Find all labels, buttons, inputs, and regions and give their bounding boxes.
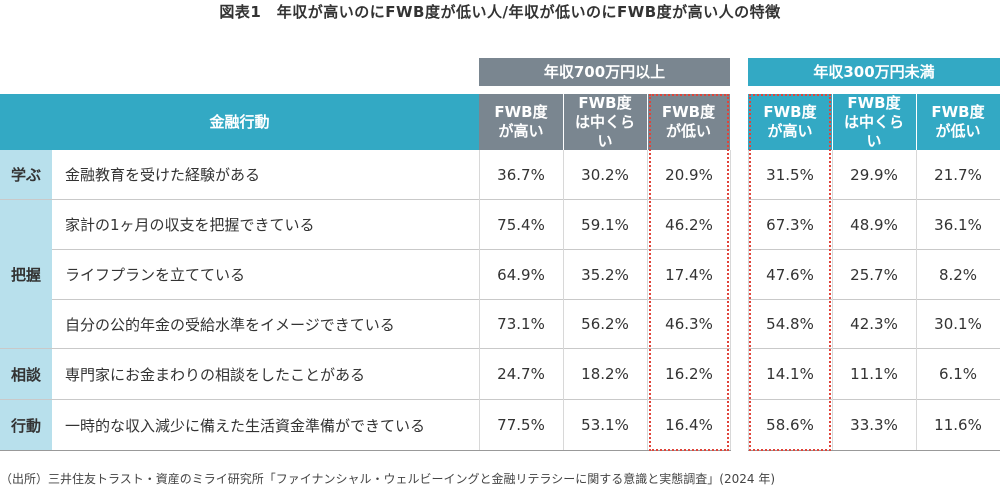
figure-title: 図表1 年収が高いのにFWB度が低い人/年収が低いのにFWB度が高い人の特徴 — [219, 3, 781, 21]
value-cell: 11.6% — [934, 416, 982, 434]
value-cell: 18.2% — [581, 365, 629, 383]
value-cell: 42.3% — [850, 315, 898, 333]
category-grasp: 把握 — [0, 200, 52, 348]
category-learn: 学ぶ — [0, 150, 52, 199]
column-divider — [647, 150, 648, 450]
header-divider — [832, 94, 833, 150]
value-cell: 30.2% — [581, 165, 629, 184]
column-divider — [832, 150, 833, 450]
header-high-fwb-high: FWB度が高い — [479, 94, 563, 150]
source-note: （出所）三井住友トラスト・資産のミライ研究所「ファイナンシャル・ウェルビーイング… — [0, 472, 776, 486]
value-cell: 73.1% — [497, 315, 545, 333]
value-cell: 25.7% — [850, 265, 898, 284]
row-label: 家計の1ヶ月の収支を把握できている — [65, 216, 315, 234]
value-cell: 11.1% — [850, 365, 898, 383]
header-label: FWB度は中くらい — [843, 93, 904, 150]
value-cell: 16.2% — [665, 365, 713, 383]
header-gap — [730, 94, 748, 150]
value-cell: 48.9% — [850, 215, 898, 234]
highlight-low-income-high-fwb — [749, 94, 831, 451]
column-divider — [563, 150, 564, 450]
value-cell: 35.2% — [581, 265, 629, 284]
value-cell: 8.2% — [938, 265, 978, 284]
header-low-fwb-high: FWB度が高い — [748, 94, 832, 150]
value-cell: 59.1% — [581, 215, 629, 234]
header-low-fwb-mid: FWB度は中くらい — [832, 94, 916, 150]
row-label: 金融教育を受けた経験がある — [65, 166, 261, 184]
group-gap — [731, 150, 748, 451]
category-consult: 相談 — [0, 349, 52, 399]
header-behavior: 金融行動 — [0, 94, 479, 150]
value-cell: 67.3% — [766, 215, 814, 234]
value-cell: 36.7% — [497, 165, 545, 184]
value-cell: 36.1% — [934, 215, 982, 234]
value-cell: 53.1% — [581, 416, 629, 434]
group-header-high-income: 年収700万円以上 — [479, 58, 730, 86]
value-cell: 6.1% — [938, 365, 978, 383]
category-act: 行動 — [0, 400, 52, 450]
header-label: FWB度が低い — [931, 103, 985, 140]
header-high-fwb-mid: FWB度は中くらい — [563, 94, 647, 150]
header-divider — [563, 94, 564, 150]
header-divider — [916, 94, 917, 150]
value-cell: 16.4% — [665, 416, 713, 434]
table-bottom-border — [0, 450, 1000, 451]
header-label: FWB度が高い — [763, 103, 817, 140]
header-divider — [647, 94, 648, 150]
value-cell: 46.3% — [665, 315, 713, 333]
row-divider — [0, 348, 1000, 349]
value-cell: 29.9% — [850, 165, 898, 184]
group-header-low-income: 年収300万円未満 — [748, 58, 1000, 86]
value-cell: 58.6% — [766, 416, 814, 434]
column-divider — [479, 150, 480, 450]
row-divider — [52, 299, 1000, 300]
value-cell: 46.2% — [665, 215, 713, 234]
column-divider — [730, 150, 731, 450]
value-cell: 75.4% — [497, 215, 545, 234]
value-cell: 24.7% — [497, 365, 545, 383]
value-cell: 14.1% — [766, 365, 814, 383]
column-divider — [916, 150, 917, 450]
header-label: FWB度が低い — [661, 103, 716, 140]
value-cell: 20.9% — [665, 165, 713, 184]
value-cell: 21.7% — [934, 165, 982, 184]
column-divider — [748, 150, 749, 450]
header-high-fwb-low: FWB度が低い — [647, 94, 730, 150]
row-divider — [0, 399, 1000, 400]
value-cell: 30.1% — [934, 315, 982, 333]
value-cell: 54.8% — [766, 315, 814, 333]
header-label: FWB度が高い — [494, 103, 548, 140]
row-divider — [0, 199, 1000, 200]
row-divider — [52, 249, 1000, 250]
row-label: 専門家にお金まわりの相談をしたことがある — [65, 365, 366, 384]
value-cell: 17.4% — [665, 265, 713, 284]
value-cell: 64.9% — [497, 265, 545, 284]
row-label: 自分の公的年金の受給水準をイメージできている — [65, 315, 395, 334]
header-low-fwb-low: FWB度が低い — [916, 94, 1000, 150]
value-cell: 77.5% — [497, 416, 545, 434]
value-cell: 47.6% — [766, 265, 814, 284]
highlight-high-income-low-fwb — [649, 94, 729, 451]
row-label: 一時的な収入減少に備えた生活資金準備ができている — [65, 416, 426, 435]
row-label: ライフプランを立てている — [65, 266, 246, 284]
value-cell: 33.3% — [850, 416, 898, 434]
value-cell: 56.2% — [581, 315, 629, 333]
value-cell: 31.5% — [766, 165, 814, 184]
header-label: FWB度は中くらい — [574, 93, 635, 150]
